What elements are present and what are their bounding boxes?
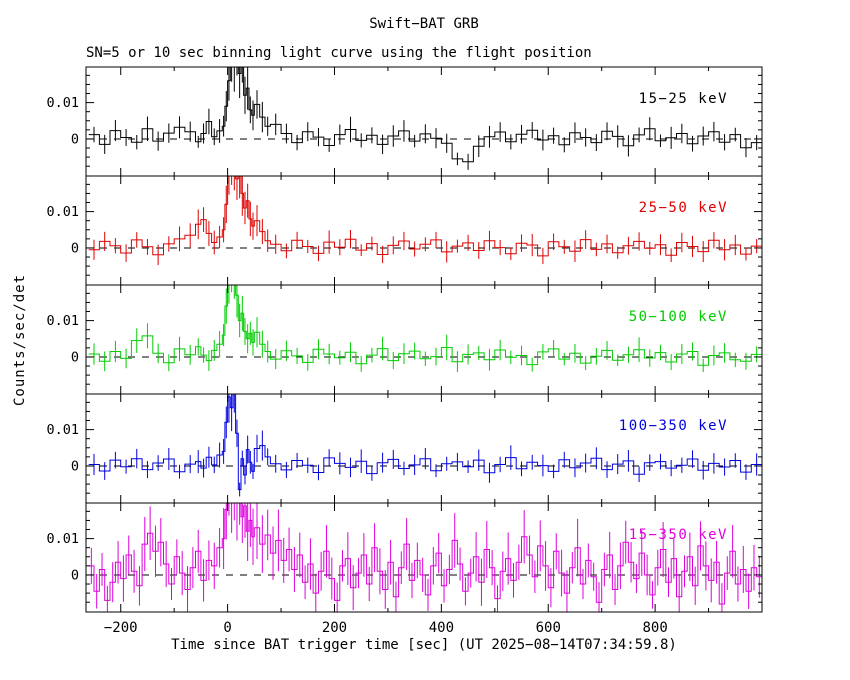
x-tick-label: 800 xyxy=(642,620,667,636)
y-tick-label: 0.01 xyxy=(46,95,79,111)
panel-100−350 keV: 0 0.01 100−350 keV xyxy=(46,393,763,504)
energy-band-label: 50−100 keV xyxy=(629,309,728,325)
y-axis-label: Counts/sec/det xyxy=(12,273,28,407)
ticks xyxy=(86,394,762,503)
error-bars xyxy=(93,176,758,266)
y-tick-label: 0 xyxy=(71,349,79,365)
panel-15−350 keV: 0 0.01 15−350 keV xyxy=(46,502,763,613)
step-curve xyxy=(88,285,762,366)
step-curve xyxy=(88,503,762,605)
x-tick-label: 600 xyxy=(536,620,561,636)
y-tick-label: 0 xyxy=(71,567,79,583)
x-tick-label: 0 xyxy=(223,620,231,636)
energy-band-label: 15−25 keV xyxy=(639,91,728,107)
energy-band-label: 100−350 keV xyxy=(619,418,728,434)
y-tick-label: 0.01 xyxy=(46,422,79,438)
panel-15−25 keV: 0 0.01 15−25 keV xyxy=(46,66,763,177)
panel-frame xyxy=(85,393,763,504)
panel-50−100 keV: 0 0.01 50−100 keV xyxy=(46,284,763,395)
x-tick-label: 400 xyxy=(429,620,454,636)
figure-subtitle: SN=5 or 10 sec binning light curve using… xyxy=(86,45,592,61)
energy-band-label: 25−50 keV xyxy=(639,200,728,216)
panel-frame xyxy=(85,66,763,177)
step-curve xyxy=(88,394,762,491)
step-curve xyxy=(88,176,762,257)
y-tick-label: 0.01 xyxy=(46,531,79,547)
panel-frame xyxy=(85,502,763,613)
ticks xyxy=(86,176,762,285)
lightcurve-data xyxy=(88,285,762,373)
energy-band-label: 15−350 keV xyxy=(629,527,728,543)
step-curve xyxy=(88,67,762,163)
lightcurve-data xyxy=(88,176,762,266)
panel-frame xyxy=(85,175,763,286)
y-tick-label: 0.01 xyxy=(46,313,79,329)
x-tick-label: −200 xyxy=(104,620,138,636)
ticks xyxy=(86,503,762,612)
y-tick-label: 0.01 xyxy=(46,204,79,220)
lightcurve-data xyxy=(88,67,762,170)
y-tick-label: 0 xyxy=(71,458,79,474)
figure-title: Swift−BAT GRB xyxy=(369,16,479,32)
lightcurve-data xyxy=(88,503,762,612)
x-axis-label: Time since BAT trigger time [sec] (UT 20… xyxy=(171,637,677,653)
y-tick-label: 0 xyxy=(71,131,79,147)
panel-frame xyxy=(85,284,763,395)
y-tick-label: 0 xyxy=(71,240,79,256)
lightcurve-data xyxy=(88,394,762,497)
panel-25−50 keV: 0 0.01 25−50 keV xyxy=(46,175,763,286)
x-tick-label: 200 xyxy=(322,620,347,636)
ticks xyxy=(86,67,762,176)
ticks xyxy=(86,285,762,394)
